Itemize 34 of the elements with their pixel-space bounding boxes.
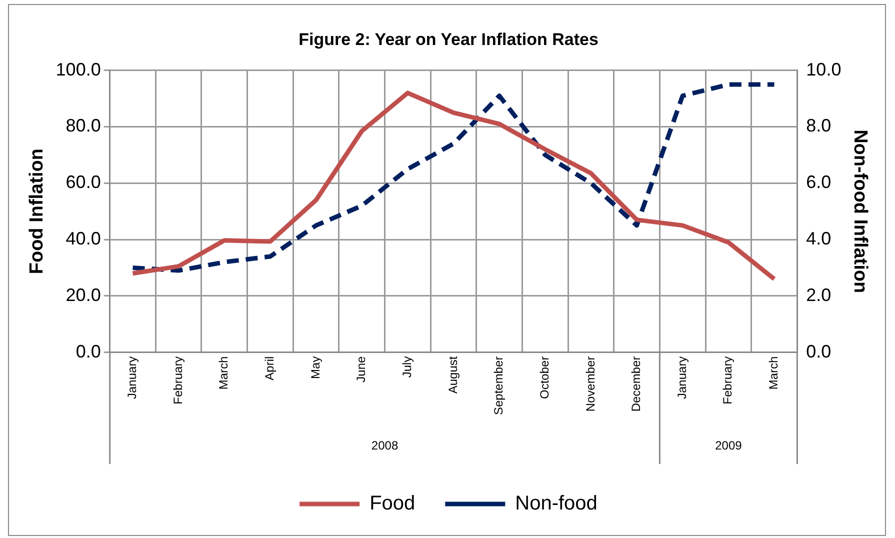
- y-tick-label: 100.0: [56, 59, 101, 80]
- y-tick-label: 20.0: [66, 284, 101, 305]
- x-tick-label: April: [262, 356, 277, 380]
- chart-title: Figure 2: Year on Year Inflation Rates: [298, 30, 598, 49]
- y-tick-label: 60.0: [66, 172, 101, 192]
- x-tick-label: February: [170, 356, 185, 404]
- y-axis-title: Food Inflation: [26, 148, 48, 274]
- x-tick-label: September: [492, 356, 506, 416]
- x-tick-label: November: [583, 356, 598, 412]
- text: 2009: [715, 438, 742, 452]
- x-tick-label: December: [629, 356, 644, 412]
- y2-tick-label: 10.0: [806, 59, 842, 80]
- x-tick-label: October: [537, 356, 552, 399]
- y2-tick-label: 6.0: [806, 172, 832, 192]
- y-tick-label: 0.0: [76, 341, 101, 362]
- x-tick-label: February: [720, 356, 735, 404]
- x-tick-label: January: [674, 356, 689, 400]
- x-tick-label: July: [400, 356, 414, 378]
- y-tick-label: 80.0: [66, 116, 101, 136]
- x-tick-label: May: [308, 356, 322, 379]
- legend-label: Food: [370, 492, 416, 515]
- x-tick-label: August: [446, 356, 460, 394]
- x-tick-label: March: [216, 356, 231, 390]
- x-tick-label: March: [766, 356, 781, 390]
- y2-tick-label: 4.0: [806, 228, 832, 249]
- x-tick-label: January: [125, 356, 140, 400]
- x-tick-label: June: [354, 356, 368, 382]
- y2-axis-title: Non-food Inflation: [849, 130, 870, 294]
- y2-tick-label: 0.0: [806, 341, 832, 362]
- y-tick-label: 40.0: [66, 228, 101, 249]
- legend-label: Non-food: [515, 492, 598, 515]
- y2-tick-label: 8.0: [806, 116, 832, 136]
- text: 2008: [371, 438, 398, 452]
- y2-tick-label: 2.0: [806, 284, 832, 305]
